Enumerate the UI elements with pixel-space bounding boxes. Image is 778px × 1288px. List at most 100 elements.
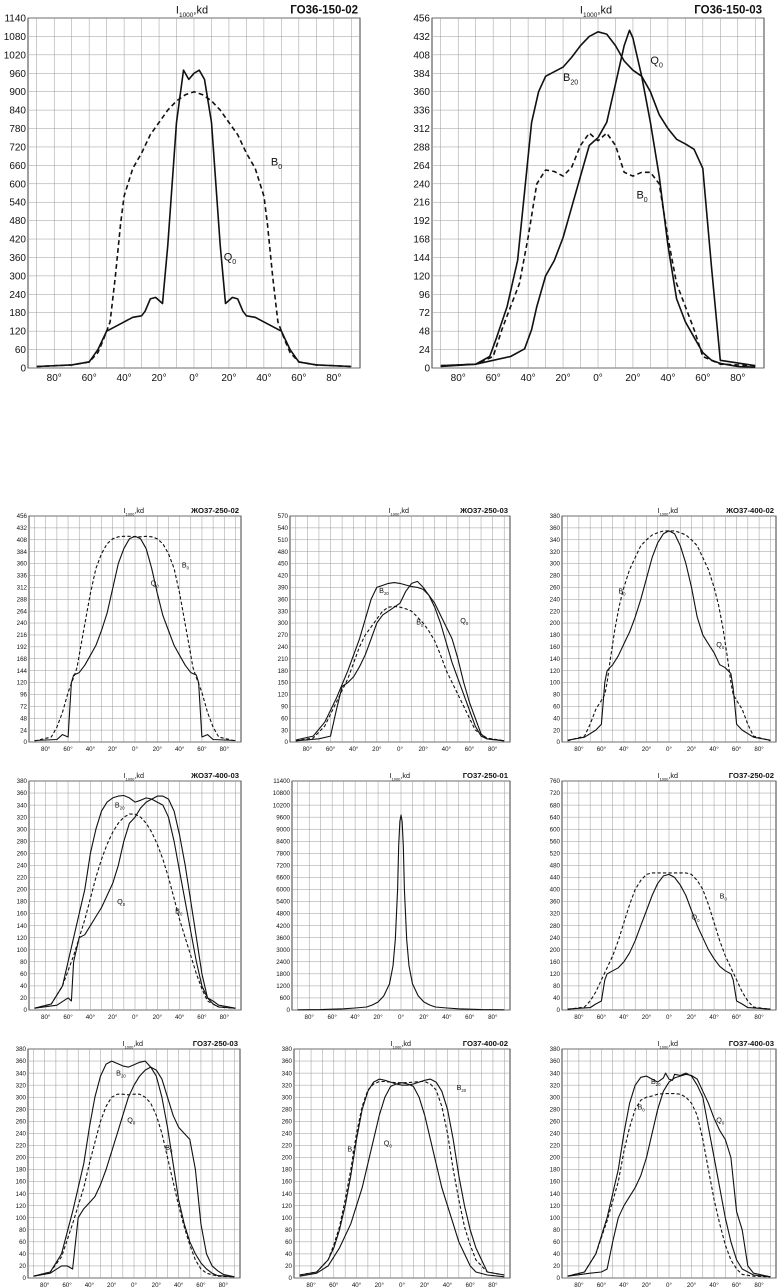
series-label: B20 <box>115 801 125 811</box>
y-tick-label: 120 <box>550 1203 561 1210</box>
y-tick-label: 80 <box>553 692 560 699</box>
x-tick-label: 80° <box>41 746 51 753</box>
series-line-b20 <box>299 1078 505 1276</box>
series-line-b0 <box>567 1093 771 1278</box>
y-tick-label: 340 <box>282 1070 293 1077</box>
unit-label-main: I <box>389 771 391 780</box>
y-tick-label: 0 <box>557 739 561 746</box>
y-tick-label: 140 <box>16 1191 27 1198</box>
y-tick-label: 120 <box>550 971 561 978</box>
x-tick-label: 0° <box>398 1014 404 1021</box>
y-tick-label: 4200 <box>276 923 290 930</box>
x-tick-label: 40° <box>350 1014 360 1021</box>
y-tick-label: 1800 <box>276 971 290 978</box>
x-tick-label: 0° <box>132 1014 138 1021</box>
series-label-name: Q <box>151 578 157 587</box>
x-tick-label: 0° <box>399 1282 405 1288</box>
series-line-q0 <box>36 69 352 368</box>
y-tick-label: 60 <box>553 1239 560 1246</box>
y-tick-label: 160 <box>282 1179 293 1186</box>
y-tick-label: 40 <box>553 1251 560 1258</box>
series-label: Q0 <box>117 897 126 907</box>
x-tick-label: 20° <box>221 373 236 384</box>
unit-label-rest: ,kd <box>133 1039 143 1048</box>
x-tick-label: 80° <box>488 746 498 753</box>
y-tick-label: 140 <box>550 1191 561 1198</box>
series-label: Q0 <box>650 55 663 70</box>
y-tick-label: 240 <box>550 935 561 942</box>
chart-go37-250-03: 0204060801001201401601802002202402602803… <box>16 1039 241 1288</box>
y-tick-label: 540 <box>9 198 26 209</box>
y-tick-label: 180 <box>278 668 289 675</box>
y-tick-label: 150 <box>278 680 289 687</box>
y-tick-label: 7200 <box>276 863 290 870</box>
y-tick-label: 180 <box>282 1167 293 1174</box>
y-tick-label: 60 <box>19 1239 26 1246</box>
chart-title: ГО36-150-02 <box>290 5 358 17</box>
x-tick-label: 60° <box>329 1282 339 1288</box>
series-label: B0 <box>720 892 728 902</box>
x-tick-label: 40° <box>86 1014 96 1021</box>
y-tick-label: 8400 <box>276 838 290 845</box>
y-tick-label: 5400 <box>276 899 290 906</box>
unit-label-rest: ,kd <box>668 506 678 515</box>
y-tick-label: 0 <box>289 1275 293 1282</box>
chart-go37-250-01: 0 600 1200 1800 2400 3000 3600 4200 4800 5400 6000… <box>273 771 511 1021</box>
series-label: Q0 <box>460 616 469 626</box>
x-tick-label: 0° <box>131 1282 137 1288</box>
x-tick-label: 40° <box>709 1014 719 1021</box>
x-tick-label: 60° <box>732 746 742 753</box>
y-tick-label: 6000 <box>276 887 290 894</box>
y-tick-label: 600 <box>280 995 291 1002</box>
series-label: Q0 <box>384 1138 393 1148</box>
y-tick-label: 72 <box>419 308 431 319</box>
chart-go37-400-03: 0204060801001201401601802002202402602803… <box>550 1039 777 1288</box>
y-tick-label: 220 <box>550 608 561 615</box>
series-label: Q0 <box>127 1116 136 1126</box>
series-label-sub: 0 <box>466 621 469 626</box>
y-tick-label: 20 <box>553 727 560 734</box>
chart-title: ГО36-150-03 <box>694 5 762 17</box>
chart-title: ГО37-400-02 <box>463 1039 508 1048</box>
unit-label-sub: 1000 <box>179 12 194 19</box>
x-tick-label: 0° <box>666 746 672 753</box>
x-tick-label: 80° <box>730 373 745 384</box>
unit-label-rest: ,kd <box>597 5 612 17</box>
chart-title: ЖО37-250-03 <box>459 506 508 515</box>
y-tick-label: 456 <box>413 14 430 25</box>
y-tick-label: 300 <box>17 826 28 833</box>
unit-label-sub: 1000 <box>125 776 135 781</box>
series-line-b20 <box>440 30 756 367</box>
unit-label-rest: ,kd <box>400 771 410 780</box>
x-tick-label: 80° <box>220 746 230 753</box>
x-tick-label: 60° <box>197 746 207 753</box>
x-tick-label: 80° <box>303 746 313 753</box>
x-tick-label: 20° <box>151 373 166 384</box>
y-tick-label: 320 <box>17 814 28 821</box>
y-tick-label: 240 <box>17 863 28 870</box>
series-label-sub: 0 <box>659 63 663 70</box>
series-label-sub: 0 <box>133 1121 136 1126</box>
y-tick-label: 260 <box>282 1118 293 1125</box>
x-tick-label: 80° <box>451 373 466 384</box>
series-label-sub: 0 <box>180 912 183 917</box>
y-tick-label: 600 <box>9 179 26 190</box>
series-label: B20 <box>563 72 578 87</box>
x-tick-label: 80° <box>40 1282 50 1288</box>
series-label-sub: 0 <box>232 259 236 266</box>
y-tick-label: 180 <box>17 899 28 906</box>
y-tick-label: 260 <box>17 850 28 857</box>
y-tick-label: 384 <box>17 549 28 556</box>
x-tick-label: 40° <box>86 746 96 753</box>
x-tick-label: 60° <box>732 1282 742 1288</box>
y-tick-label: 144 <box>413 253 430 264</box>
chart-zho37-400-03: 0204060801001201401601802002202402602803… <box>17 771 242 1021</box>
y-tick-label: 456 <box>17 513 28 520</box>
unit-label-sub: 1000 <box>392 1044 402 1049</box>
unit-label-sub: 1000 <box>125 511 135 516</box>
x-tick-label: 20° <box>375 1282 385 1288</box>
x-tick-label: 60° <box>695 373 710 384</box>
series-label: B0 <box>416 618 424 628</box>
series-line-q0 <box>567 873 771 1010</box>
